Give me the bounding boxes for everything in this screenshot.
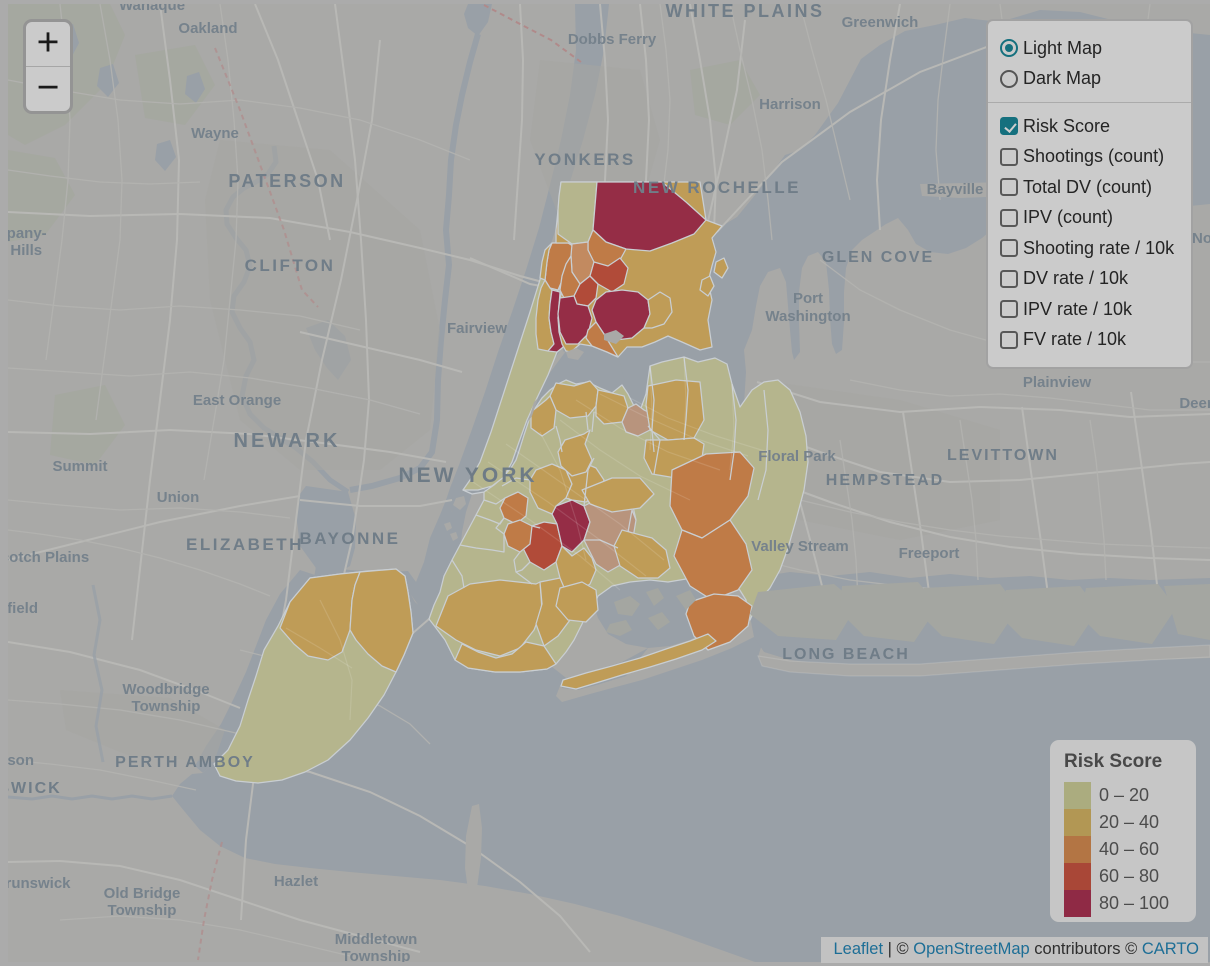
svg-text:Floral Park: Floral Park [758, 448, 836, 465]
svg-text:Washington: Washington [765, 308, 850, 325]
svg-text:WHITE PLAINS: WHITE PLAINS [666, 4, 825, 21]
svg-text:NEWARK: NEWARK [234, 430, 341, 452]
svg-text:PERTH AMBOY: PERTH AMBOY [115, 754, 255, 771]
svg-text:Valley Stream: Valley Stream [751, 538, 849, 555]
svg-text:ELIZABETH: ELIZABETH [186, 535, 304, 554]
svg-text:Summit: Summit [52, 458, 107, 475]
svg-text:Freeport: Freeport [899, 545, 960, 562]
svg-text:Deer: Deer [1179, 395, 1210, 412]
svg-text:Wayne: Wayne [191, 125, 239, 142]
svg-text:runswick: runswick [8, 875, 71, 892]
svg-text:Port: Port [793, 290, 823, 307]
svg-text:NEW YORK: NEW YORK [398, 464, 537, 487]
svg-text:Old Bridge: Old Bridge [104, 885, 181, 902]
svg-text:Scotch Plains: Scotch Plains [8, 549, 89, 566]
svg-text:No: No [1192, 230, 1210, 247]
svg-text:LEVITTOWN: LEVITTOWN [947, 447, 1059, 464]
svg-text:HEMPSTEAD: HEMPSTEAD [826, 472, 944, 489]
svg-text:Woodbridge: Woodbridge [122, 681, 209, 698]
svg-text:Union: Union [157, 489, 200, 506]
svg-text:Township: Township [132, 698, 201, 715]
svg-text:CLIFTON: CLIFTON [245, 256, 336, 275]
svg-text:ippany-: ippany- [8, 225, 47, 242]
svg-text:BAYONNE: BAYONNE [300, 529, 401, 548]
svg-text:YONKERS: YONKERS [534, 150, 636, 169]
svg-text:SWICK: SWICK [8, 780, 62, 797]
svg-text:PATERSON: PATERSON [228, 171, 345, 191]
svg-text:y Hills: y Hills [8, 242, 42, 259]
svg-text:Fairview: Fairview [447, 320, 507, 337]
svg-text:NEW ROCHELLE: NEW ROCHELLE [633, 178, 801, 197]
svg-text:Township: Township [342, 948, 411, 962]
svg-text:Bayville: Bayville [927, 181, 984, 198]
svg-text:LONG BEACH: LONG BEACH [782, 646, 910, 663]
svg-text:Dobbs Ferry: Dobbs Ferry [568, 31, 657, 48]
svg-text:Oakland: Oakland [178, 20, 237, 37]
svg-text:Greenwich: Greenwich [842, 14, 919, 31]
svg-text:Harrison: Harrison [759, 96, 821, 113]
svg-text:Wanaque: Wanaque [119, 4, 185, 14]
svg-text:Plainview: Plainview [1023, 374, 1092, 391]
svg-text:East Orange: East Orange [193, 392, 281, 409]
svg-text:Middletown: Middletown [335, 931, 418, 948]
svg-text:Hazlet: Hazlet [274, 873, 318, 890]
svg-text:Edison: Edison [8, 752, 34, 769]
svg-text:GLEN COVE: GLEN COVE [822, 249, 934, 266]
svg-text:Township: Township [108, 902, 177, 919]
svg-text:nfield: nfield [8, 600, 38, 617]
